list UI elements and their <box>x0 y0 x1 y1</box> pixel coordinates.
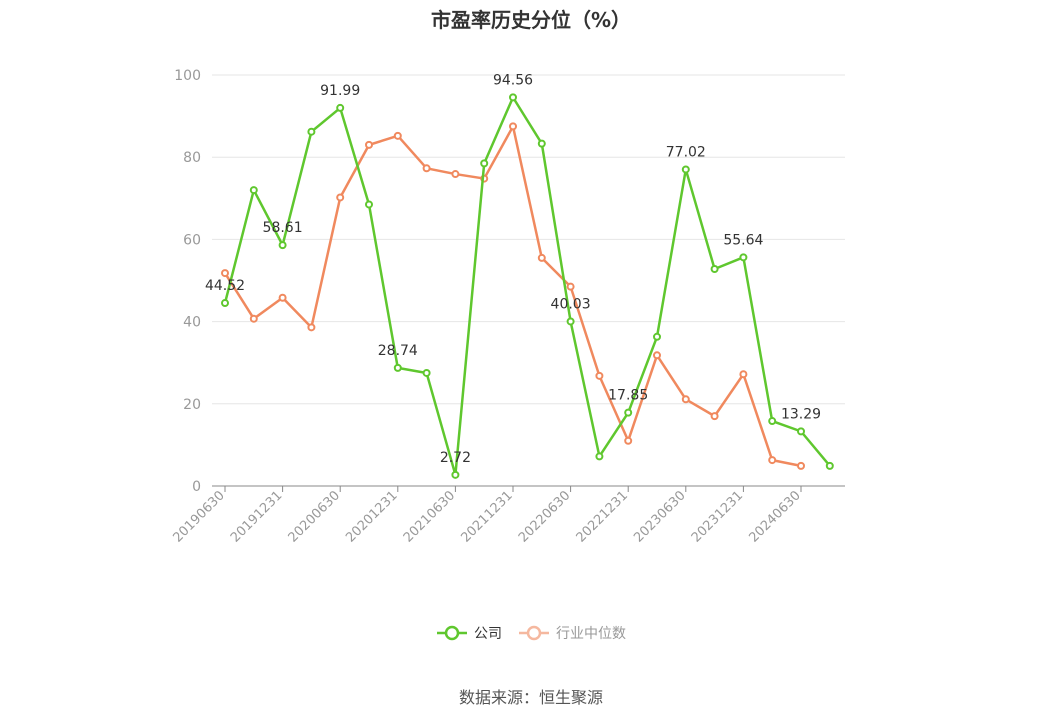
data-point[interactable] <box>509 93 517 102</box>
data-point[interactable] <box>768 456 777 465</box>
data-point[interactable] <box>249 186 258 195</box>
data-point[interactable] <box>739 253 748 262</box>
y-tick-label: 0 <box>192 479 201 495</box>
y-tick-label: 80 <box>183 150 201 166</box>
y-tick-label: 40 <box>183 315 201 331</box>
data-label: 13.29 <box>781 406 821 422</box>
data-point[interactable] <box>221 269 229 278</box>
legend: 公司 行业中位数 <box>437 625 626 642</box>
data-point[interactable] <box>681 165 690 174</box>
data-label: 28.74 <box>378 343 418 359</box>
data-point[interactable] <box>393 363 402 372</box>
y-tick-label: 20 <box>183 397 201 413</box>
data-label: 55.64 <box>723 232 763 248</box>
data-point[interactable] <box>249 314 258 323</box>
chart-title: 市盈率历史分位（%） <box>430 8 632 32</box>
x-tick-label: 20220630 <box>516 488 573 545</box>
x-tick-label: 20240630 <box>746 488 803 545</box>
data-point[interactable] <box>451 170 460 179</box>
data-point[interactable] <box>393 131 402 140</box>
data-point[interactable] <box>422 368 431 377</box>
data-point[interactable] <box>768 417 777 426</box>
legend-label[interactable]: 公司 <box>474 626 502 642</box>
x-tick-label: 20221231 <box>574 488 631 545</box>
data-point[interactable] <box>797 427 805 436</box>
data-point[interactable] <box>566 282 575 291</box>
data-point[interactable] <box>509 122 517 131</box>
x-tick-label: 20191231 <box>228 488 285 545</box>
data-point[interactable] <box>537 253 546 262</box>
data-point[interactable] <box>451 470 460 479</box>
data-point[interactable] <box>278 293 287 302</box>
x-tick-label: 20210630 <box>401 488 458 545</box>
data-point[interactable] <box>221 299 229 308</box>
data-label: 2.72 <box>440 450 471 466</box>
series-line-0 <box>223 96 831 477</box>
data-point[interactable] <box>739 370 748 379</box>
data-label: 94.56 <box>493 72 533 88</box>
data-point[interactable] <box>825 461 834 470</box>
grid-lines <box>212 74 845 405</box>
legend-marker[interactable] <box>444 625 460 641</box>
x-tick-label: 20201231 <box>343 488 400 545</box>
data-point[interactable] <box>365 140 373 149</box>
legend-marker[interactable] <box>526 625 542 641</box>
data-point[interactable] <box>365 200 373 209</box>
data-point[interactable] <box>624 436 633 445</box>
y-tick-label: 100 <box>174 68 201 84</box>
data-point[interactable] <box>278 241 287 250</box>
data-point[interactable] <box>624 408 633 417</box>
y-tick-label: 60 <box>183 232 201 248</box>
x-tick-label: 20211231 <box>458 488 515 545</box>
x-tick-label: 20231231 <box>689 488 746 545</box>
legend-label[interactable]: 行业中位数 <box>556 626 626 642</box>
data-point[interactable] <box>797 461 805 470</box>
data-point[interactable] <box>653 351 661 360</box>
data-point[interactable] <box>595 371 604 380</box>
data-point[interactable] <box>566 317 575 326</box>
data-label: 44.52 <box>205 278 245 294</box>
data-point[interactable] <box>537 139 546 148</box>
data-label: 77.02 <box>666 144 706 160</box>
data-source-note: 数据来源：恒生聚源 <box>458 688 603 707</box>
data-point[interactable] <box>336 103 345 112</box>
data-label: 17.85 <box>608 388 648 404</box>
data-label: 91.99 <box>320 83 360 99</box>
data-point[interactable] <box>307 127 316 136</box>
x-tick-label: 20200630 <box>286 488 343 545</box>
x-tick-label: 20230630 <box>631 488 688 545</box>
x-tick-label: 20190630 <box>170 488 227 545</box>
data-point[interactable] <box>710 412 719 421</box>
data-point[interactable] <box>681 395 690 404</box>
data-point[interactable] <box>653 332 661 341</box>
data-point[interactable] <box>710 264 719 273</box>
data-point[interactable] <box>422 164 431 173</box>
data-label: 40.03 <box>551 296 591 312</box>
series-lines <box>221 93 834 479</box>
data-point[interactable] <box>480 159 489 168</box>
data-labels: 44.52 58.61 91.99 28.74 2.72 94.56 40.03 17.85 7… <box>205 72 821 465</box>
data-point[interactable] <box>595 452 604 461</box>
data-point[interactable] <box>307 323 316 332</box>
data-label: 58.61 <box>263 220 303 236</box>
data-point[interactable] <box>336 193 345 202</box>
